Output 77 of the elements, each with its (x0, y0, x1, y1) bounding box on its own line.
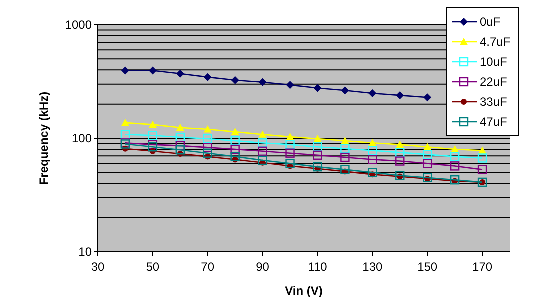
point (176, 70, 184, 78)
point (230, 144, 240, 154)
point (148, 142, 158, 152)
point (396, 156, 405, 166)
legend-label: 0uF (480, 15, 501, 30)
point (368, 168, 378, 178)
point (148, 120, 157, 128)
point (204, 73, 212, 82)
point (231, 128, 240, 136)
point (231, 76, 240, 84)
point (204, 126, 212, 133)
point (258, 146, 268, 156)
point (423, 150, 432, 160)
x-tick-label: 130 (362, 260, 383, 274)
point (478, 165, 488, 174)
point (120, 130, 130, 140)
point (148, 131, 158, 140)
point (148, 66, 157, 75)
point (423, 159, 432, 168)
point (286, 159, 295, 168)
point (314, 134, 322, 142)
point (341, 86, 350, 95)
point (450, 162, 460, 171)
point (176, 124, 184, 132)
legend-label: 10uF (480, 55, 508, 70)
point (396, 140, 404, 148)
point (258, 156, 268, 166)
point (368, 146, 378, 156)
legend-label: 33uF (480, 95, 508, 110)
point (450, 152, 460, 162)
point (313, 142, 322, 152)
point (230, 136, 240, 146)
x-tick-label: 70 (201, 260, 215, 274)
point (286, 148, 295, 158)
y-tick-label: 100 (72, 132, 92, 146)
point (396, 171, 405, 180)
point (121, 66, 130, 75)
x-tick-label: 90 (256, 260, 270, 274)
point (258, 138, 268, 148)
point (368, 155, 378, 164)
y-axis-title: Frequency (kHz) (37, 92, 51, 186)
x-tick-label: 50 (146, 260, 160, 274)
point (203, 134, 212, 144)
point (478, 154, 488, 163)
point (203, 143, 212, 152)
x-tick-label: 110 (308, 260, 328, 274)
legend-label: 47uF (480, 115, 508, 130)
x-tick-label: 170 (472, 260, 493, 274)
point (368, 90, 377, 98)
point (258, 78, 267, 86)
point (203, 148, 212, 158)
point (286, 81, 294, 90)
point (450, 176, 460, 185)
point (423, 173, 432, 182)
y-tick-label: 1000 (65, 18, 92, 32)
y-tick-label: 10 (78, 245, 92, 260)
x-tick-label: 150 (418, 260, 438, 274)
point (340, 165, 350, 174)
point (341, 137, 350, 144)
point (176, 146, 185, 155)
point (121, 118, 130, 126)
point (230, 152, 240, 162)
legend-label: 22uF (480, 75, 508, 90)
point (314, 84, 322, 92)
point (286, 140, 295, 150)
x-axis-title: Vin (V) (285, 284, 323, 298)
point (313, 162, 322, 172)
point (424, 94, 432, 102)
point (340, 144, 350, 154)
point (258, 130, 267, 138)
point (396, 148, 405, 158)
x-tick-label: 30 (91, 260, 105, 274)
legend-label: 4.7uF (480, 35, 511, 50)
point (313, 150, 322, 160)
point (396, 92, 404, 100)
point (340, 152, 350, 162)
point (176, 132, 185, 142)
